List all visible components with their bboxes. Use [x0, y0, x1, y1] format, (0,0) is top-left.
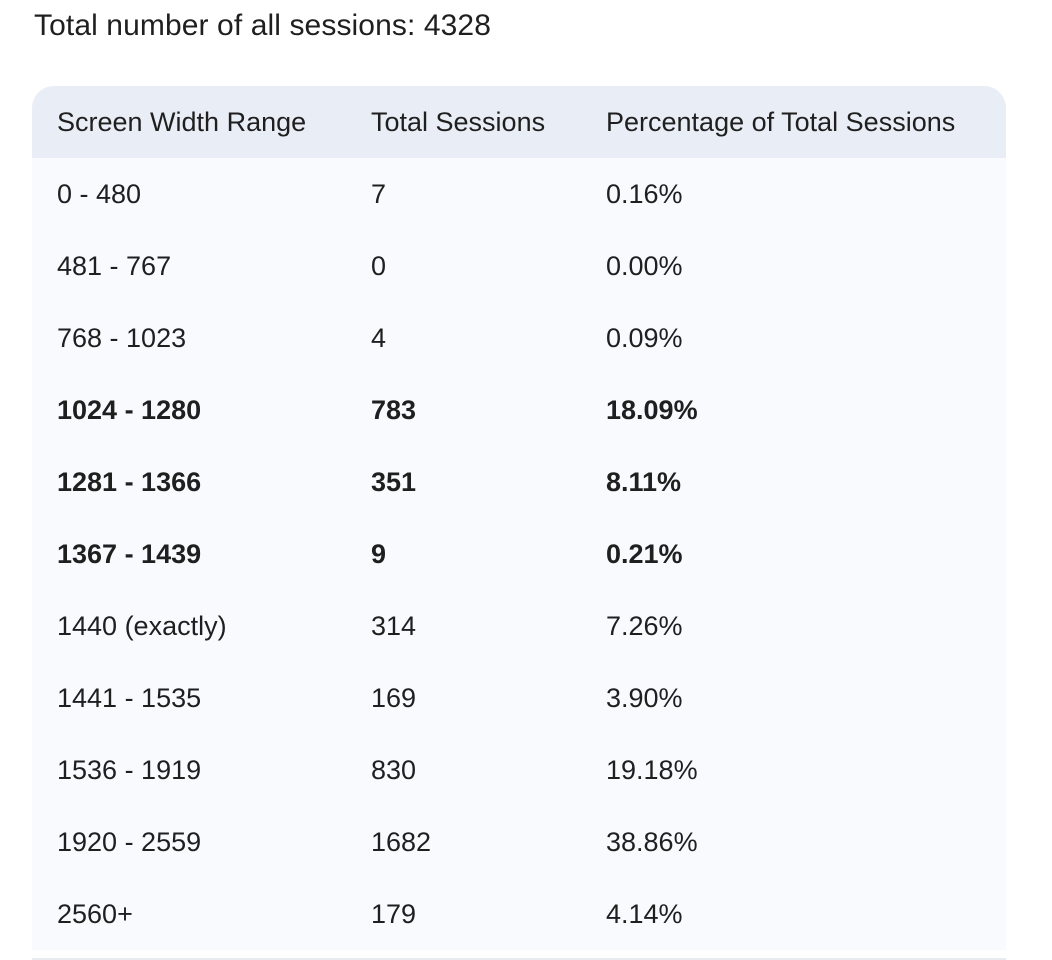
- cell-percentage: 0.00%: [606, 250, 683, 281]
- cell-percentage: 0.09%: [606, 322, 683, 353]
- cell-total-sessions: 9: [371, 538, 387, 569]
- table-row: 1441 - 1535 169 3.90%: [32, 662, 1006, 734]
- cell-percentage: 8.11%: [606, 466, 682, 497]
- table-row: 0 - 480 7 0.16%: [32, 158, 1006, 230]
- table-body: 0 - 480 7 0.16% 481 - 767 0 0.00% 768 - 1023 4 0…: [32, 158, 1006, 950]
- cell-screen-width-range: 481 - 767: [57, 250, 172, 281]
- cell-total-sessions: 351: [371, 466, 417, 497]
- cell-screen-width-range: 2560+: [57, 898, 133, 929]
- cell-screen-width-range: 1440 (exactly): [57, 610, 227, 641]
- cell-percentage: 38.86%: [606, 826, 698, 857]
- table-row: 1024 - 1280 783 18.09%: [32, 374, 1006, 446]
- cell-screen-width-range: 1441 - 1535: [57, 682, 202, 713]
- table-row: 481 - 767 0 0.00%: [32, 230, 1006, 302]
- cell-total-sessions: 4: [371, 322, 387, 353]
- header-percentage: Percentage of Total Sessions: [606, 106, 956, 137]
- cell-screen-width-range: 1920 - 2559: [57, 826, 202, 857]
- cell-total-sessions: 179: [371, 898, 417, 929]
- table-header-row: Screen Width Range Total Sessions Percen…: [32, 86, 1006, 158]
- table-row: 2560+ 179 4.14%: [32, 878, 1006, 950]
- page-heading: Total number of all sessions: 4328: [34, 9, 491, 42]
- cell-percentage: 0.16%: [606, 178, 683, 209]
- table-row: 1440 (exactly) 314 7.26%: [32, 590, 1006, 662]
- cell-screen-width-range: 0 - 480: [57, 178, 142, 209]
- table-bottom-divider: [32, 958, 1006, 960]
- table-row: 1367 - 1439 9 0.21%: [32, 518, 1006, 590]
- table-row: 1281 - 1366 351 8.11%: [32, 446, 1006, 518]
- cell-percentage: 4.14%: [606, 898, 683, 929]
- cell-total-sessions: 783: [371, 394, 417, 425]
- cell-screen-width-range: 1536 - 1919: [57, 754, 202, 785]
- cell-percentage: 0.21%: [606, 538, 683, 569]
- cell-percentage: 3.90%: [606, 682, 683, 713]
- header-total-sessions: Total Sessions: [371, 106, 546, 137]
- table-row: 768 - 1023 4 0.09%: [32, 302, 1006, 374]
- header-screen-width-range: Screen Width Range: [57, 106, 307, 137]
- cell-total-sessions: 0: [371, 250, 387, 281]
- cell-screen-width-range: 1281 - 1366: [57, 466, 202, 497]
- cell-total-sessions: 314: [371, 610, 417, 641]
- cell-screen-width-range: 1024 - 1280: [57, 394, 202, 425]
- cell-total-sessions: 830: [371, 754, 417, 785]
- cell-percentage: 7.26%: [606, 610, 683, 641]
- cell-screen-width-range: 768 - 1023: [57, 322, 187, 353]
- cell-screen-width-range: 1367 - 1439: [57, 538, 202, 569]
- sessions-table: Screen Width Range Total Sessions Percen…: [32, 86, 1006, 950]
- cell-percentage: 19.18%: [606, 754, 698, 785]
- cell-percentage: 18.09%: [606, 394, 698, 425]
- table-row: 1920 - 2559 1682 38.86%: [32, 806, 1006, 878]
- table-row: 1536 - 1919 830 19.18%: [32, 734, 1006, 806]
- sessions-table-container: Screen Width Range Total Sessions Percen…: [32, 86, 1006, 950]
- cell-total-sessions: 169: [371, 682, 417, 713]
- cell-total-sessions: 1682: [371, 826, 432, 857]
- cell-total-sessions: 7: [371, 178, 387, 209]
